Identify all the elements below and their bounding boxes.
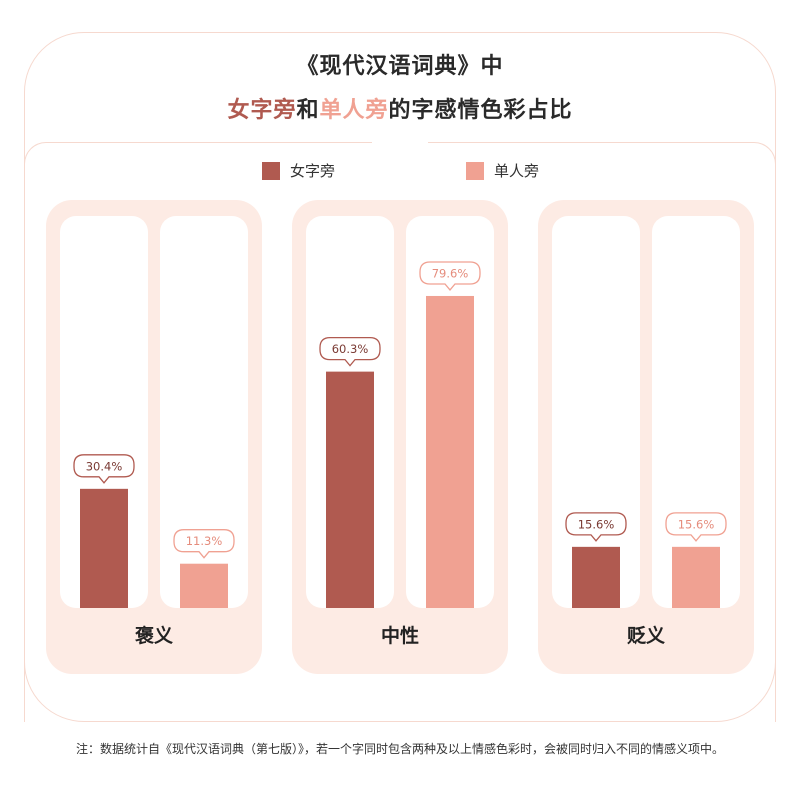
legend-item-nv: 女字旁 <box>262 160 335 181</box>
data-label-callout <box>173 529 235 559</box>
data-label-callout <box>665 512 727 542</box>
bar <box>572 546 620 608</box>
legend-swatch-danren <box>466 161 484 180</box>
data-label: 15.6% <box>578 517 615 531</box>
category-label: 贬义 <box>627 624 665 647</box>
legend-swatch-nv <box>262 161 280 180</box>
category-label: 褒义 <box>134 624 173 647</box>
data-label-callout <box>73 454 135 484</box>
data-label: 60.3% <box>332 342 369 356</box>
bar-slot <box>160 216 248 608</box>
data-label-callout <box>565 512 627 542</box>
bar <box>80 488 128 608</box>
chart-title-line1: 《现代汉语词典》中 <box>296 54 504 79</box>
legend: 女字旁 单人旁 <box>0 160 800 186</box>
bar <box>326 371 374 608</box>
legend-label-danren: 单人旁 <box>494 162 540 180</box>
data-label: 79.6% <box>432 266 469 280</box>
title-highlight-danren: 单人旁 <box>319 98 389 123</box>
title-rest: 的字感情色彩占比 <box>388 98 573 123</box>
data-label: 30.4% <box>86 459 123 473</box>
footnote: 注：数据统计自《现代汉语词典（第七版）》，若一个字同时包含两种及以上情感色彩时，… <box>75 742 724 756</box>
legend-label-nv: 女字旁 <box>290 162 336 180</box>
bar-slot <box>652 216 740 608</box>
legend-item-danren: 单人旁 <box>466 160 539 181</box>
data-label-callout <box>319 336 381 367</box>
data-label-callout <box>419 261 481 291</box>
chart-title-line2: 女字旁和单人旁的字感情色彩占比 <box>0 92 800 124</box>
bar <box>180 563 228 608</box>
title-highlight-nv: 女字旁 <box>227 98 297 123</box>
bar <box>672 546 720 608</box>
data-label: 11.3% <box>186 534 223 548</box>
bar-slot <box>552 216 640 608</box>
title-connector: 和 <box>296 98 320 123</box>
data-label: 15.6% <box>678 517 715 531</box>
bar <box>426 295 474 608</box>
panel-notch <box>372 132 428 154</box>
category-label: 中性 <box>381 624 419 647</box>
